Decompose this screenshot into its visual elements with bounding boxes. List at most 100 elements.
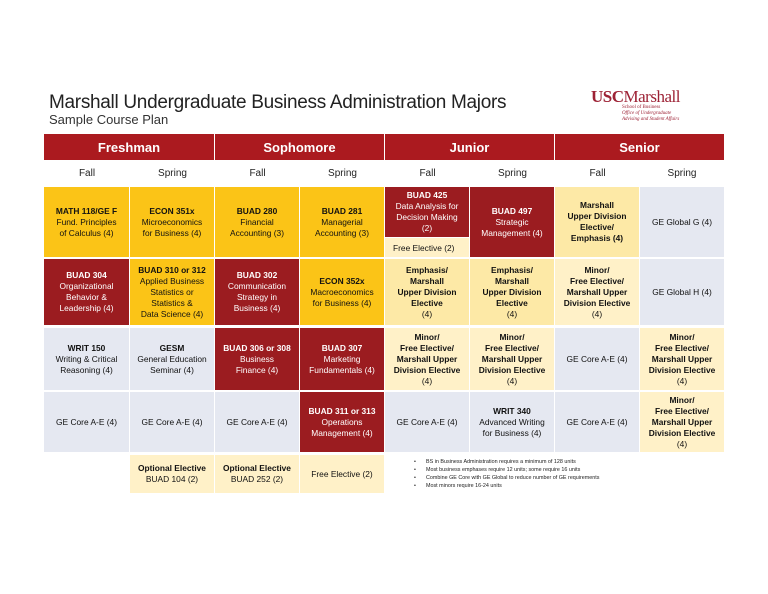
course-desc: Organizational <box>59 281 114 291</box>
course-cell-ge-core: GE Core A-E (4) <box>385 392 469 452</box>
course-line: Optional Elective <box>138 463 206 473</box>
course-cell-buad281: BUAD 281 Managerial Accounting (3) <box>300 187 384 257</box>
course-desc: (4) <box>676 438 688 449</box>
course-line: Division Elective <box>393 364 461 375</box>
course-cell-econ351x: ECON 351x Microeconomics for Business (4… <box>130 187 214 257</box>
note-item: Most business emphases require 12 units;… <box>408 466 648 474</box>
course-code: BUAD 310 or 312 <box>138 264 206 275</box>
course-cell-ge-global-h: GE Global H (4) <box>640 259 724 325</box>
course-line: Elective <box>411 297 443 308</box>
course-cell-minor: Minor/ Free Elective/ Marshall Upper Div… <box>385 328 469 390</box>
usc-marshall-logo: USCMarshall School of Business Office of… <box>591 88 711 128</box>
course-line: Marshall Upper <box>396 353 458 364</box>
course-desc: Free Elective (2) <box>311 468 373 479</box>
course-desc: (4) <box>421 375 433 386</box>
course-cell-ge-core: GE Core A-E (4) <box>555 328 639 390</box>
course-cell-optional-elective: Optional Elective BUAD 104 (2) <box>130 455 214 493</box>
course-desc: Behavior & <box>66 292 107 302</box>
course-code: MATH 118/GE F <box>55 205 118 216</box>
course-desc: Marketing <box>323 353 361 364</box>
course-code: BUAD 304 <box>66 270 107 280</box>
course-code: BUAD 497 <box>491 205 533 216</box>
course-line: Marshall <box>410 275 444 286</box>
course-line: Minor/ <box>584 264 610 275</box>
course-line: Division Elective <box>648 364 716 375</box>
term-label: Fall <box>78 167 96 179</box>
course-desc: GE Core A-E (4) <box>566 416 628 427</box>
course-cell-buad302: BUAD 302 Communication Strategy in Busin… <box>215 259 299 325</box>
course-line: Marshall <box>580 200 614 210</box>
course-code: WRIT 340 <box>493 405 531 416</box>
course-cell-buad497: BUAD 497 Strategic Management (4) <box>470 187 554 257</box>
course-code: BUAD 306 or 308 <box>223 342 291 353</box>
page-title: Marshall Undergraduate Business Administ… <box>49 92 507 113</box>
course-desc: GE Core A-E (4) <box>396 416 458 427</box>
course-desc: of Calculus (4) <box>59 227 114 238</box>
course-line: Free Elective/ <box>484 342 539 353</box>
course-line: Optional Elective <box>223 463 291 473</box>
course-line: Marshall Upper <box>651 416 713 427</box>
course-code: ECON 352x <box>319 275 365 286</box>
course-line: Elective <box>496 297 528 308</box>
logo-line1: School of Business <box>622 105 661 110</box>
course-cell-buad307: BUAD 307 Marketing Fundamentals (4) <box>300 328 384 390</box>
course-line: Free Elective/ <box>654 342 709 353</box>
course-desc: Management (4) <box>311 427 373 438</box>
course-line: Marshall <box>495 275 529 286</box>
note-item: Most minors require 16-24 units <box>408 482 648 490</box>
course-desc: GE Core A-E (4) <box>141 416 203 427</box>
logo-line3: Advising and Student Affairs <box>622 117 680 122</box>
course-cell-optional-elective: Optional Elective BUAD 252 (2) <box>215 455 299 493</box>
course-line: Marshall Upper <box>481 353 543 364</box>
course-line: Emphasis/ <box>406 264 448 275</box>
course-cell-writ150: WRIT 150 Writing & Critical Reasoning (4… <box>44 328 129 390</box>
course-line: Division Elective <box>563 297 631 308</box>
course-code: ECON 351x <box>149 205 195 216</box>
course-desc: Leadership (4) <box>59 303 114 313</box>
course-code: BUAD 307 <box>321 342 363 353</box>
course-code: BUAD 425 <box>406 190 448 200</box>
course-line: Elective/ <box>580 222 614 232</box>
course-desc: Applied Business <box>139 275 205 286</box>
course-cell-writ340: WRIT 340 Advanced Writing for Business (… <box>470 392 554 452</box>
course-cell-ge-core: GE Core A-E (4) <box>555 392 639 452</box>
course-cell-buad306: BUAD 306 or 308 Business Finance (4) <box>215 328 299 390</box>
logo-line2: Office of Undergraduate <box>622 111 672 116</box>
course-desc: (4) <box>506 375 518 386</box>
course-code: BUAD 280 <box>236 205 278 216</box>
course-desc: Data Science (4) <box>140 308 204 319</box>
note-item: Combine GE Core with GE Global to reduce… <box>408 474 648 482</box>
course-desc: GE Core A-E (4) <box>226 416 288 427</box>
course-desc: Fundamentals (4) <box>309 364 375 375</box>
course-cell-econ352x: ECON 352x Macroeconomics for Business (4… <box>300 259 384 325</box>
term-label: Fall <box>419 167 436 179</box>
course-desc: (2) <box>421 223 433 233</box>
course-cell-buad304: BUAD 304 Organizational Behavior & Leade… <box>44 259 129 325</box>
course-desc: Accounting (3) <box>315 227 369 238</box>
course-cell-emphasis: Emphasis/ Marshall Upper Division Electi… <box>470 259 554 325</box>
course-desc: Managerial <box>321 216 363 227</box>
course-cell-buad310: BUAD 310 or 312 Applied Business Statist… <box>130 259 214 325</box>
course-cell-minor: Minor/ Free Elective/ Marshall Upper Div… <box>555 259 639 325</box>
course-cell-ge-global-g: GE Global G (4) <box>640 187 724 257</box>
course-desc: Writing & Critical <box>55 353 118 364</box>
course-line: Free Elective/ <box>569 275 624 286</box>
course-desc: Business (4) <box>233 303 281 313</box>
term-label: Fall <box>589 167 606 179</box>
course-line: Upper Division <box>397 286 457 297</box>
course-desc: for Business (4) <box>142 227 202 238</box>
course-desc: GE Core A-E (4) <box>56 416 117 427</box>
course-cell-buad311: BUAD 311 or 313 Operations Management (4… <box>300 392 384 452</box>
course-desc: Data Analysis for <box>395 201 459 211</box>
course-code: BUAD 302 <box>236 270 278 280</box>
course-line: Marshall Upper <box>651 353 713 364</box>
term-label: Spring <box>498 167 527 179</box>
course-desc: Decision Making <box>396 212 458 222</box>
course-desc: General Education <box>137 353 207 364</box>
note-item: BS in Business Administration requires a… <box>408 458 648 466</box>
course-cell-minor: Minor/ Free Elective/ Marshall Upper Div… <box>640 328 724 390</box>
course-line: Upper Division <box>482 286 542 297</box>
course-desc: GE Core A-E (4) <box>566 353 628 364</box>
course-cell-ge-core: GE Core A-E (4) <box>215 392 299 452</box>
course-line: Division Elective <box>478 364 546 375</box>
